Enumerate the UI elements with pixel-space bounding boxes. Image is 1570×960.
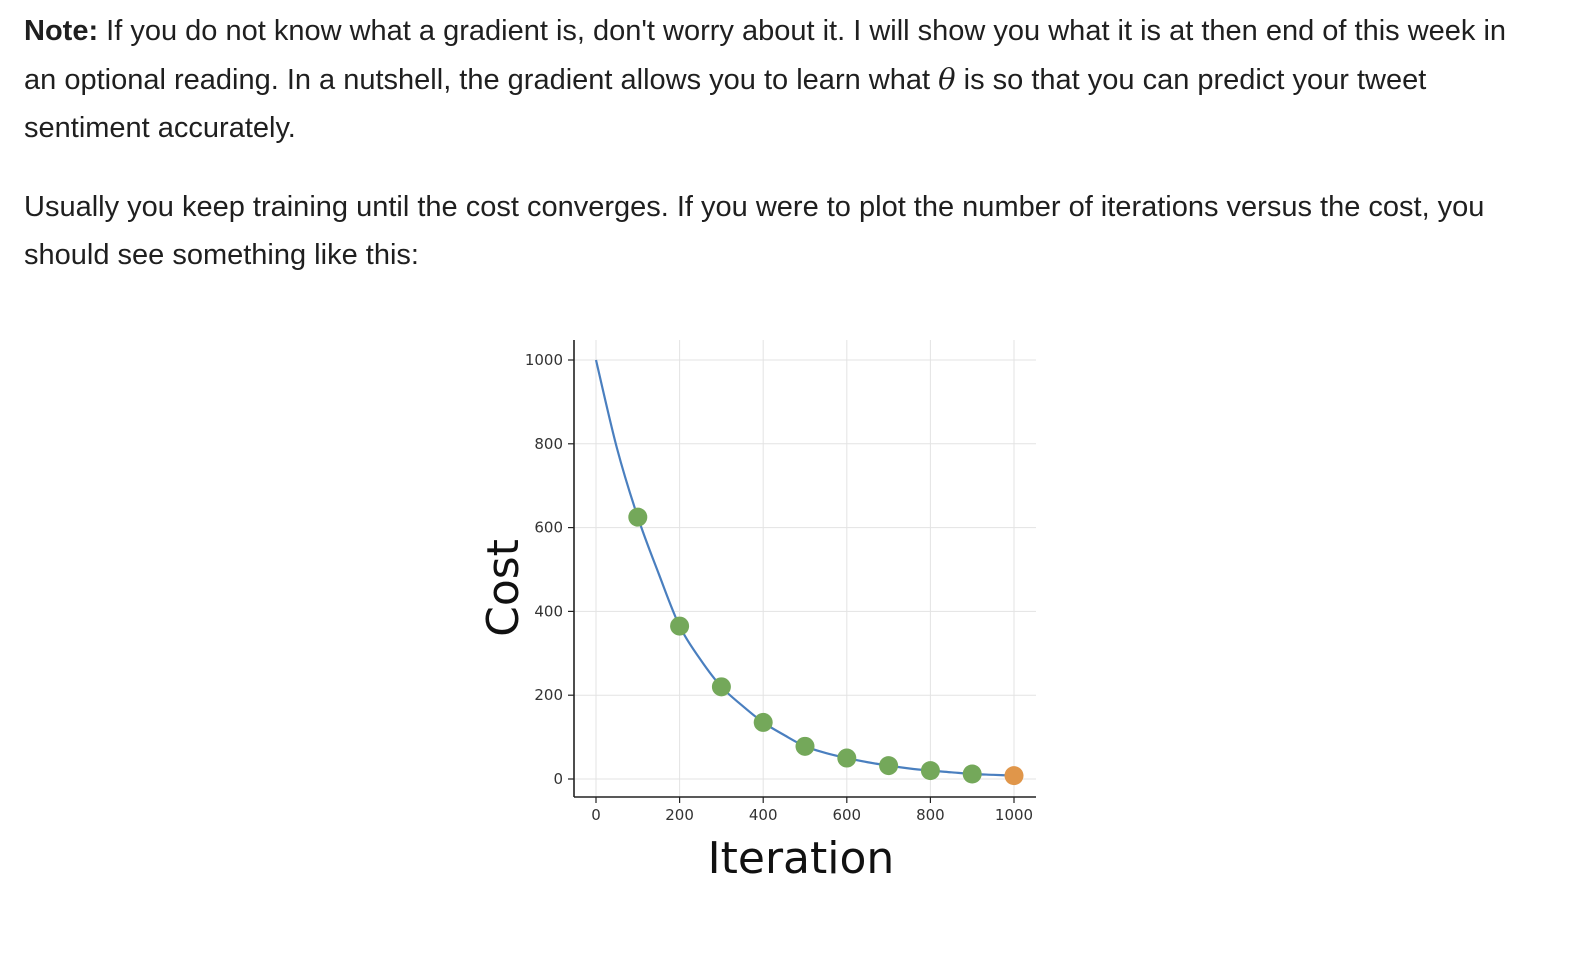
data-point bbox=[837, 748, 857, 768]
final-data-point bbox=[1004, 766, 1024, 786]
data-point bbox=[753, 712, 773, 732]
x-axis-label: Iteration bbox=[708, 833, 895, 884]
y-tick-label: 400 bbox=[534, 602, 563, 620]
note-label: Note: bbox=[24, 15, 99, 47]
cost-chart: 0 200 400 600 800 1000 0 200 400 600 800 1000 Itera… bbox=[470, 330, 1070, 900]
y-tick-label: 1000 bbox=[525, 351, 563, 369]
y-tick-label: 600 bbox=[534, 519, 563, 537]
cost-curve bbox=[594, 359, 1015, 777]
y-tick-label: 0 bbox=[553, 770, 563, 788]
grid-lines bbox=[574, 340, 1036, 797]
note-text-before-theta: If you do not know what a gradient is, d… bbox=[24, 15, 1507, 96]
y-tick-label: 200 bbox=[534, 686, 563, 704]
data-point bbox=[670, 616, 690, 636]
theta-symbol: θ bbox=[938, 62, 956, 96]
data-point bbox=[795, 736, 815, 756]
chart-axes bbox=[568, 340, 1036, 803]
x-tick-label: 800 bbox=[916, 806, 945, 824]
data-point bbox=[962, 764, 982, 784]
x-tick-label: 400 bbox=[749, 806, 778, 824]
x-tick-label: 200 bbox=[665, 806, 694, 824]
data-point bbox=[711, 677, 731, 697]
tick-labels: 0 200 400 600 800 1000 0 200 400 600 800 1000 bbox=[525, 351, 1033, 824]
data-point bbox=[920, 761, 940, 781]
x-tick-label: 600 bbox=[832, 806, 861, 824]
convergence-paragraph: Usually you keep training until the cost… bbox=[24, 191, 1485, 271]
data-point bbox=[628, 507, 648, 527]
note-paragraph: Note: If you do not know what a gradient… bbox=[24, 7, 1544, 152]
cost-chart-svg: 0 200 400 600 800 1000 0 200 400 600 800 1000 Itera… bbox=[478, 340, 1036, 884]
x-tick-label: 1000 bbox=[995, 806, 1033, 824]
data-point bbox=[879, 756, 899, 776]
y-axis-label: Cost bbox=[478, 539, 529, 637]
y-tick-label: 800 bbox=[534, 435, 563, 453]
x-tick-label: 0 bbox=[591, 806, 601, 824]
data-points bbox=[628, 507, 1024, 786]
note-text-after-theta: is so that you can predict your tweet se… bbox=[24, 64, 1427, 144]
